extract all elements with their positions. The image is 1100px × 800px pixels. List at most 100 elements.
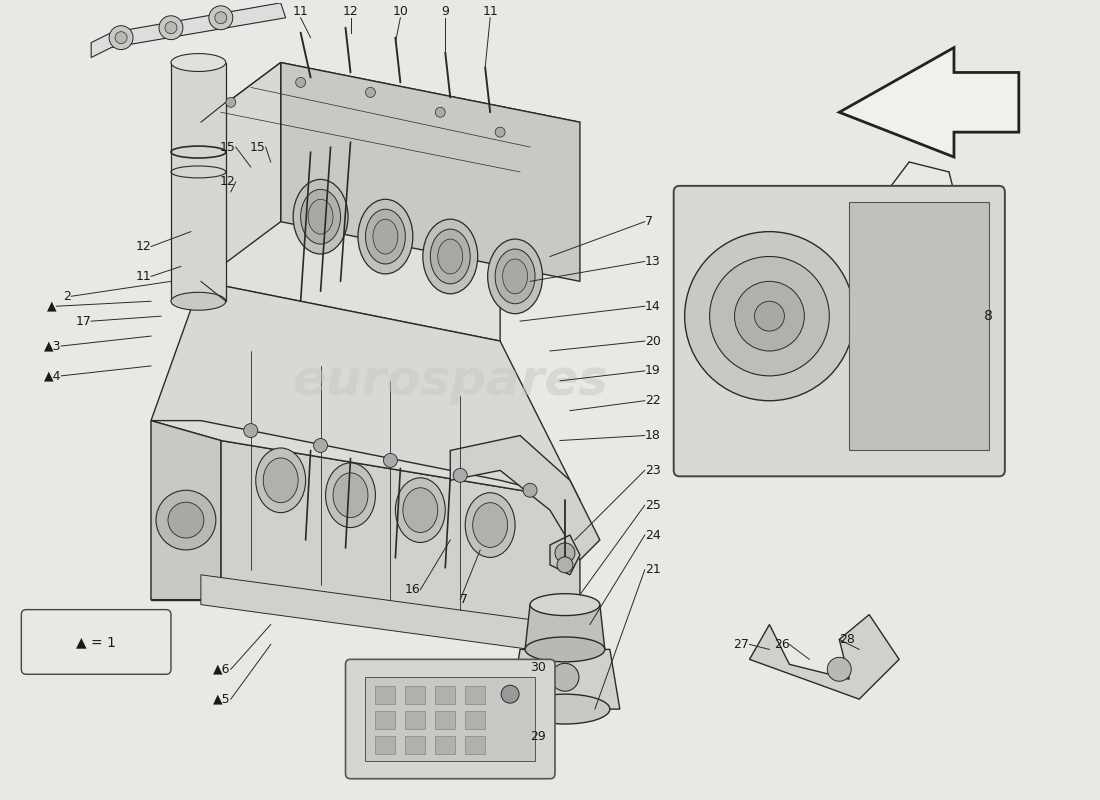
Polygon shape: [151, 282, 580, 500]
Circle shape: [710, 257, 829, 376]
Text: 14: 14: [645, 300, 660, 313]
Polygon shape: [450, 435, 600, 560]
Ellipse shape: [487, 239, 542, 314]
Text: ▲6: ▲6: [213, 662, 231, 676]
Circle shape: [160, 16, 183, 40]
Circle shape: [296, 78, 306, 87]
Polygon shape: [280, 62, 580, 282]
Bar: [406, 686, 426, 704]
Polygon shape: [170, 62, 226, 302]
Ellipse shape: [308, 199, 333, 234]
Text: 13: 13: [645, 255, 660, 268]
Text: ▲ = 1: ▲ = 1: [76, 635, 117, 649]
Circle shape: [209, 6, 233, 30]
Text: 10: 10: [393, 5, 408, 18]
Text: 23: 23: [645, 464, 660, 477]
Circle shape: [684, 232, 855, 401]
Text: 18: 18: [645, 429, 661, 442]
Text: 8: 8: [983, 309, 993, 323]
Ellipse shape: [373, 219, 398, 254]
Circle shape: [557, 557, 573, 573]
Polygon shape: [221, 441, 580, 650]
Text: 11: 11: [482, 5, 498, 18]
Bar: [406, 711, 426, 729]
Polygon shape: [201, 575, 530, 650]
Ellipse shape: [255, 448, 306, 513]
Bar: [406, 736, 426, 754]
Text: 9: 9: [441, 5, 449, 18]
Ellipse shape: [422, 219, 477, 294]
Circle shape: [453, 468, 468, 482]
Polygon shape: [201, 62, 580, 182]
Text: 20: 20: [645, 334, 661, 347]
Ellipse shape: [465, 493, 515, 558]
Text: ▲3: ▲3: [44, 339, 62, 353]
Text: 11: 11: [293, 5, 308, 18]
Ellipse shape: [294, 179, 348, 254]
Text: 29: 29: [530, 730, 546, 743]
Ellipse shape: [551, 663, 579, 691]
Bar: [436, 711, 455, 729]
Circle shape: [495, 127, 505, 137]
Text: 26: 26: [773, 638, 790, 651]
Ellipse shape: [358, 199, 412, 274]
Ellipse shape: [263, 458, 298, 502]
Ellipse shape: [495, 249, 535, 304]
Polygon shape: [525, 605, 605, 650]
FancyBboxPatch shape: [345, 659, 556, 778]
Circle shape: [244, 424, 257, 438]
Ellipse shape: [395, 478, 446, 542]
Ellipse shape: [365, 210, 406, 264]
Text: ▲: ▲: [46, 300, 56, 313]
Text: ▲5: ▲5: [213, 693, 231, 706]
Polygon shape: [749, 614, 899, 699]
Text: 12: 12: [135, 240, 151, 253]
Circle shape: [109, 26, 133, 50]
Text: 7: 7: [460, 593, 469, 606]
Polygon shape: [839, 48, 1019, 157]
Text: eurospares: eurospares: [293, 357, 608, 405]
Bar: [465, 736, 485, 754]
Polygon shape: [91, 3, 286, 58]
Bar: [465, 711, 485, 729]
Circle shape: [524, 483, 537, 498]
Polygon shape: [151, 421, 221, 600]
Polygon shape: [201, 62, 280, 282]
Polygon shape: [550, 535, 580, 575]
Circle shape: [827, 658, 851, 682]
Circle shape: [226, 98, 235, 107]
Circle shape: [116, 32, 128, 44]
Text: 11: 11: [135, 270, 151, 283]
Circle shape: [436, 107, 446, 118]
Polygon shape: [151, 421, 221, 600]
Circle shape: [365, 87, 375, 98]
Text: 25: 25: [645, 498, 661, 512]
Text: 12: 12: [220, 175, 235, 188]
Polygon shape: [151, 421, 580, 500]
Ellipse shape: [300, 190, 341, 244]
Polygon shape: [849, 202, 989, 450]
Ellipse shape: [326, 463, 375, 527]
FancyBboxPatch shape: [21, 610, 171, 674]
Text: 17: 17: [75, 314, 91, 328]
Circle shape: [735, 282, 804, 351]
Ellipse shape: [438, 239, 463, 274]
Text: ▲4: ▲4: [44, 370, 62, 382]
Ellipse shape: [403, 488, 438, 533]
Bar: [465, 686, 485, 704]
Circle shape: [156, 490, 216, 550]
Circle shape: [314, 438, 328, 453]
Text: 16: 16: [405, 583, 420, 596]
Ellipse shape: [430, 229, 470, 284]
Ellipse shape: [333, 473, 369, 518]
Circle shape: [556, 543, 575, 563]
Text: 2: 2: [64, 290, 72, 302]
Polygon shape: [510, 650, 619, 709]
Ellipse shape: [503, 259, 528, 294]
Polygon shape: [365, 678, 535, 761]
Ellipse shape: [170, 292, 226, 310]
Ellipse shape: [525, 637, 605, 662]
Text: 15: 15: [220, 141, 235, 154]
Circle shape: [755, 302, 784, 331]
Text: 19: 19: [645, 364, 660, 378]
